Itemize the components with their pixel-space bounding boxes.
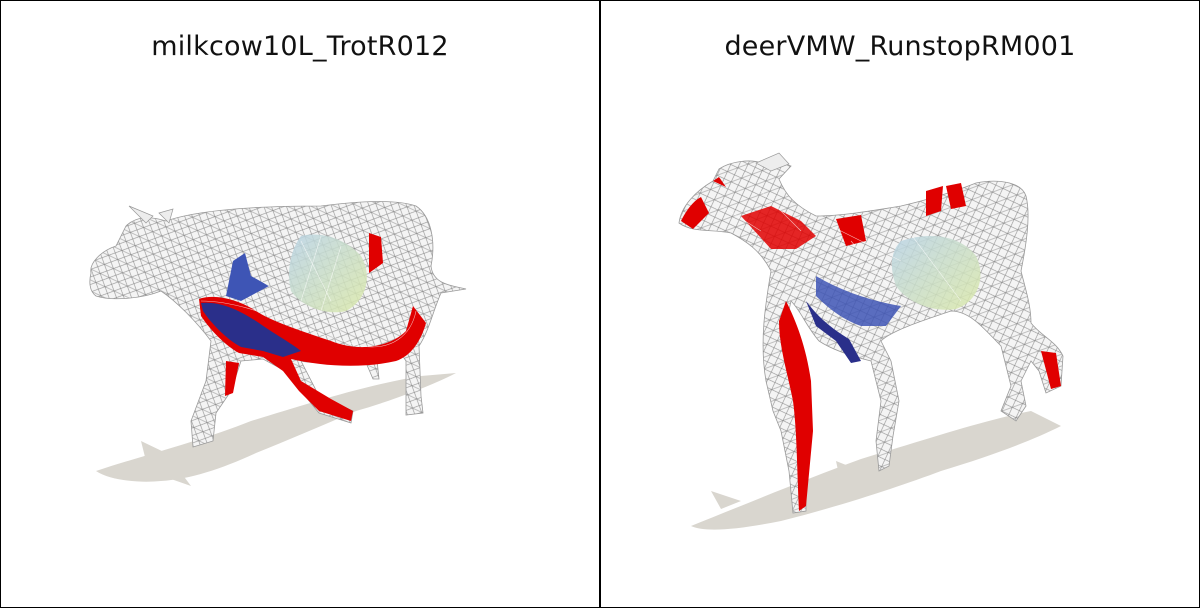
deer-back-red [836, 183, 966, 246]
deer-leg-red [779, 301, 813, 511]
cow-belly-blue [201, 302, 301, 357]
panel-divider [599, 0, 601, 608]
deer-shadow-legs [711, 461, 856, 509]
deer-shadow [691, 411, 1061, 530]
cow-horn [128, 205, 174, 224]
deer-head-red [681, 177, 726, 229]
cow-flank-green [289, 234, 367, 313]
deer-mesh-render [678, 152, 1064, 530]
cow-shadow-legs [141, 441, 191, 486]
deer-neck-red [741, 206, 816, 249]
panel-title: deerVMW_RunstopRM001 [724, 31, 1076, 62]
deer-belly-blue [816, 276, 901, 326]
deer-leg-blue [806, 301, 861, 363]
cow-hip-red [369, 233, 383, 273]
cow-shadow [96, 373, 456, 482]
panel-title: milkcow10L_TrotR012 [151, 31, 449, 62]
cow-mesh-render [89, 201, 467, 486]
cow-leg-red [225, 361, 239, 396]
cow-flank-blue [226, 253, 269, 301]
panel-deer: deerVMW_RunstopRM001 [601, 1, 1199, 607]
deer-flank-green [891, 236, 981, 310]
deer-ear [755, 152, 790, 172]
panel-cow: milkcow10L_TrotR012 [1, 1, 599, 607]
deer-hindleg-red [1041, 351, 1061, 389]
deer-hip-red [926, 186, 943, 216]
